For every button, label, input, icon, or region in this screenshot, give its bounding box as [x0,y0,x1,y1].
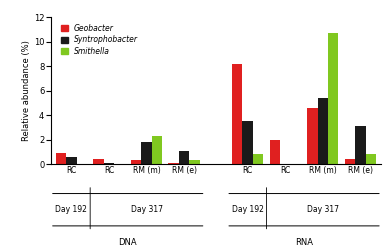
Bar [179,151,189,164]
Bar [66,158,77,164]
Text: Day 317: Day 317 [131,205,163,214]
Text: Day 192: Day 192 [232,205,264,214]
Bar [307,108,318,164]
Bar [232,64,242,164]
Bar [318,98,328,164]
Bar [168,163,179,164]
Bar [56,153,66,164]
Text: DNA: DNA [118,238,137,245]
Text: RNA: RNA [295,238,313,245]
Text: Day 317: Day 317 [307,205,339,214]
Legend: Geobacter, Syntrophobacter, Smithella: Geobacter, Syntrophobacter, Smithella [58,21,141,59]
Bar [366,154,376,164]
Bar [345,159,355,164]
Bar [242,121,253,164]
Bar [328,33,338,164]
Bar [189,160,200,164]
Bar [104,163,114,164]
Text: Day 192: Day 192 [56,205,87,214]
Bar [93,159,104,164]
Bar [141,142,152,164]
Bar [355,126,366,164]
Bar [253,154,263,164]
Bar [270,140,280,164]
Bar [152,136,162,164]
Bar [131,160,141,164]
Y-axis label: Relative abundance (%): Relative abundance (%) [22,40,31,141]
